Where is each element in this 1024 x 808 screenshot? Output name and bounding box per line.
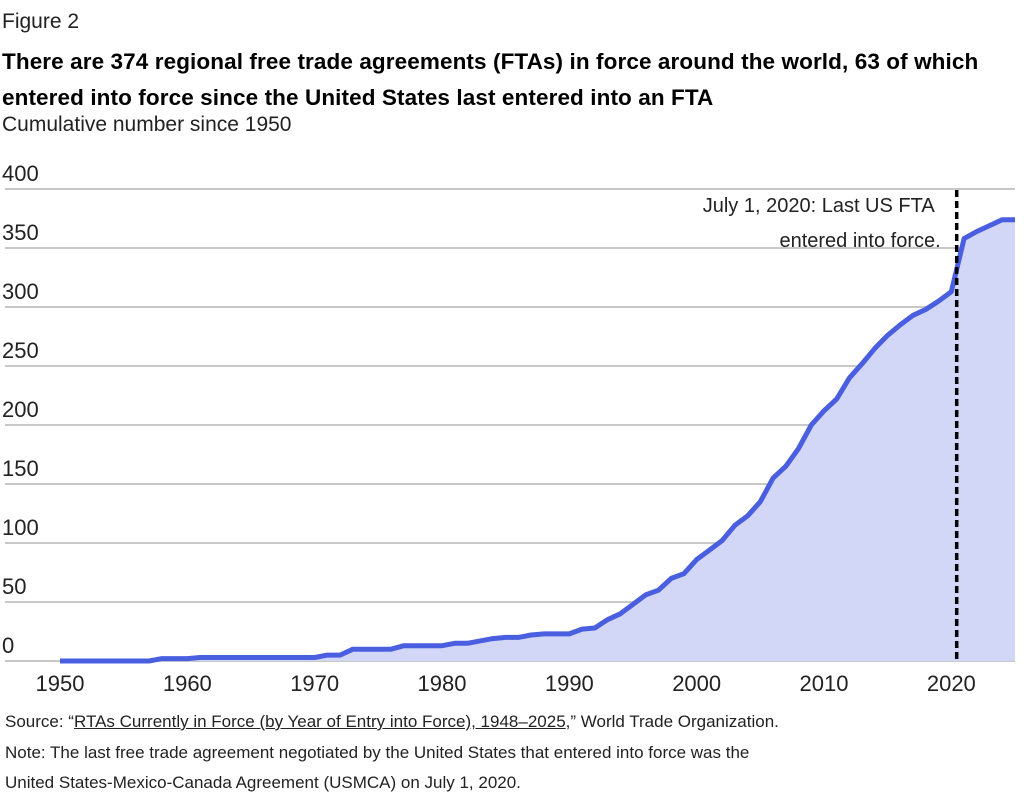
y-tick-label: 100 bbox=[2, 515, 39, 540]
x-axis-ticks: 1950 1960 1970 1980 1990 2000 2010 2020 bbox=[36, 671, 976, 695]
x-tick-label: 1950 bbox=[36, 671, 85, 695]
area-chart: 0 50 100 150 200 250 300 350 400 1950 1960 1970 198… bbox=[2, 161, 1015, 695]
y-tick-label: 200 bbox=[2, 397, 39, 422]
chart-subtitle: Cumulative number since 1950 bbox=[2, 113, 292, 136]
y-tick-label: 300 bbox=[2, 279, 39, 304]
x-tick-label: 1960 bbox=[163, 671, 212, 695]
source-link[interactable]: RTAs Currently in Force (by Year of Entr… bbox=[73, 712, 566, 731]
y-tick-label: 400 bbox=[2, 161, 39, 186]
y-tick-label: 250 bbox=[2, 338, 39, 363]
x-tick-label: 1980 bbox=[418, 671, 467, 695]
y-axis-ticks: 0 50 100 150 200 250 300 350 400 bbox=[2, 161, 39, 658]
y-tick-label: 50 bbox=[2, 574, 26, 599]
source-line: Source: “RTAs Currently in Force (by Yea… bbox=[5, 707, 779, 737]
series-area-fill bbox=[60, 219, 1015, 661]
area-layer bbox=[60, 217, 1015, 664]
y-tick-label: 0 bbox=[2, 633, 14, 658]
note-line-2: United States-Mexico-Canada Agreement (U… bbox=[5, 773, 521, 792]
note-line-1: Note: The last free trade agreement nego… bbox=[5, 743, 750, 762]
gridlines bbox=[5, 188, 1015, 662]
source-suffix: ,” World Trade Organization. bbox=[565, 712, 779, 731]
series-line bbox=[60, 217, 1015, 664]
x-tick-label: 1970 bbox=[290, 671, 339, 695]
figure-label: Figure 2 bbox=[2, 10, 80, 33]
x-tick-label: 1990 bbox=[545, 671, 594, 695]
chart-title: There are 374 regional free trade agreem… bbox=[2, 49, 979, 110]
annotation-text-line-1: July 1, 2020: Last US FTA bbox=[703, 195, 936, 217]
y-tick-label: 350 bbox=[2, 220, 39, 245]
x-tick-label: 2010 bbox=[800, 671, 849, 695]
source-prefix: Source: “ bbox=[5, 712, 74, 731]
x-tick-label: 2020 bbox=[927, 671, 976, 695]
x-tick-label: 2000 bbox=[672, 671, 721, 695]
y-tick-label: 150 bbox=[2, 456, 39, 481]
annotation-layer: July 1, 2020: Last US FTA entered into fo… bbox=[703, 190, 959, 661]
annotation-text-line-2: entered into force. bbox=[779, 230, 940, 252]
